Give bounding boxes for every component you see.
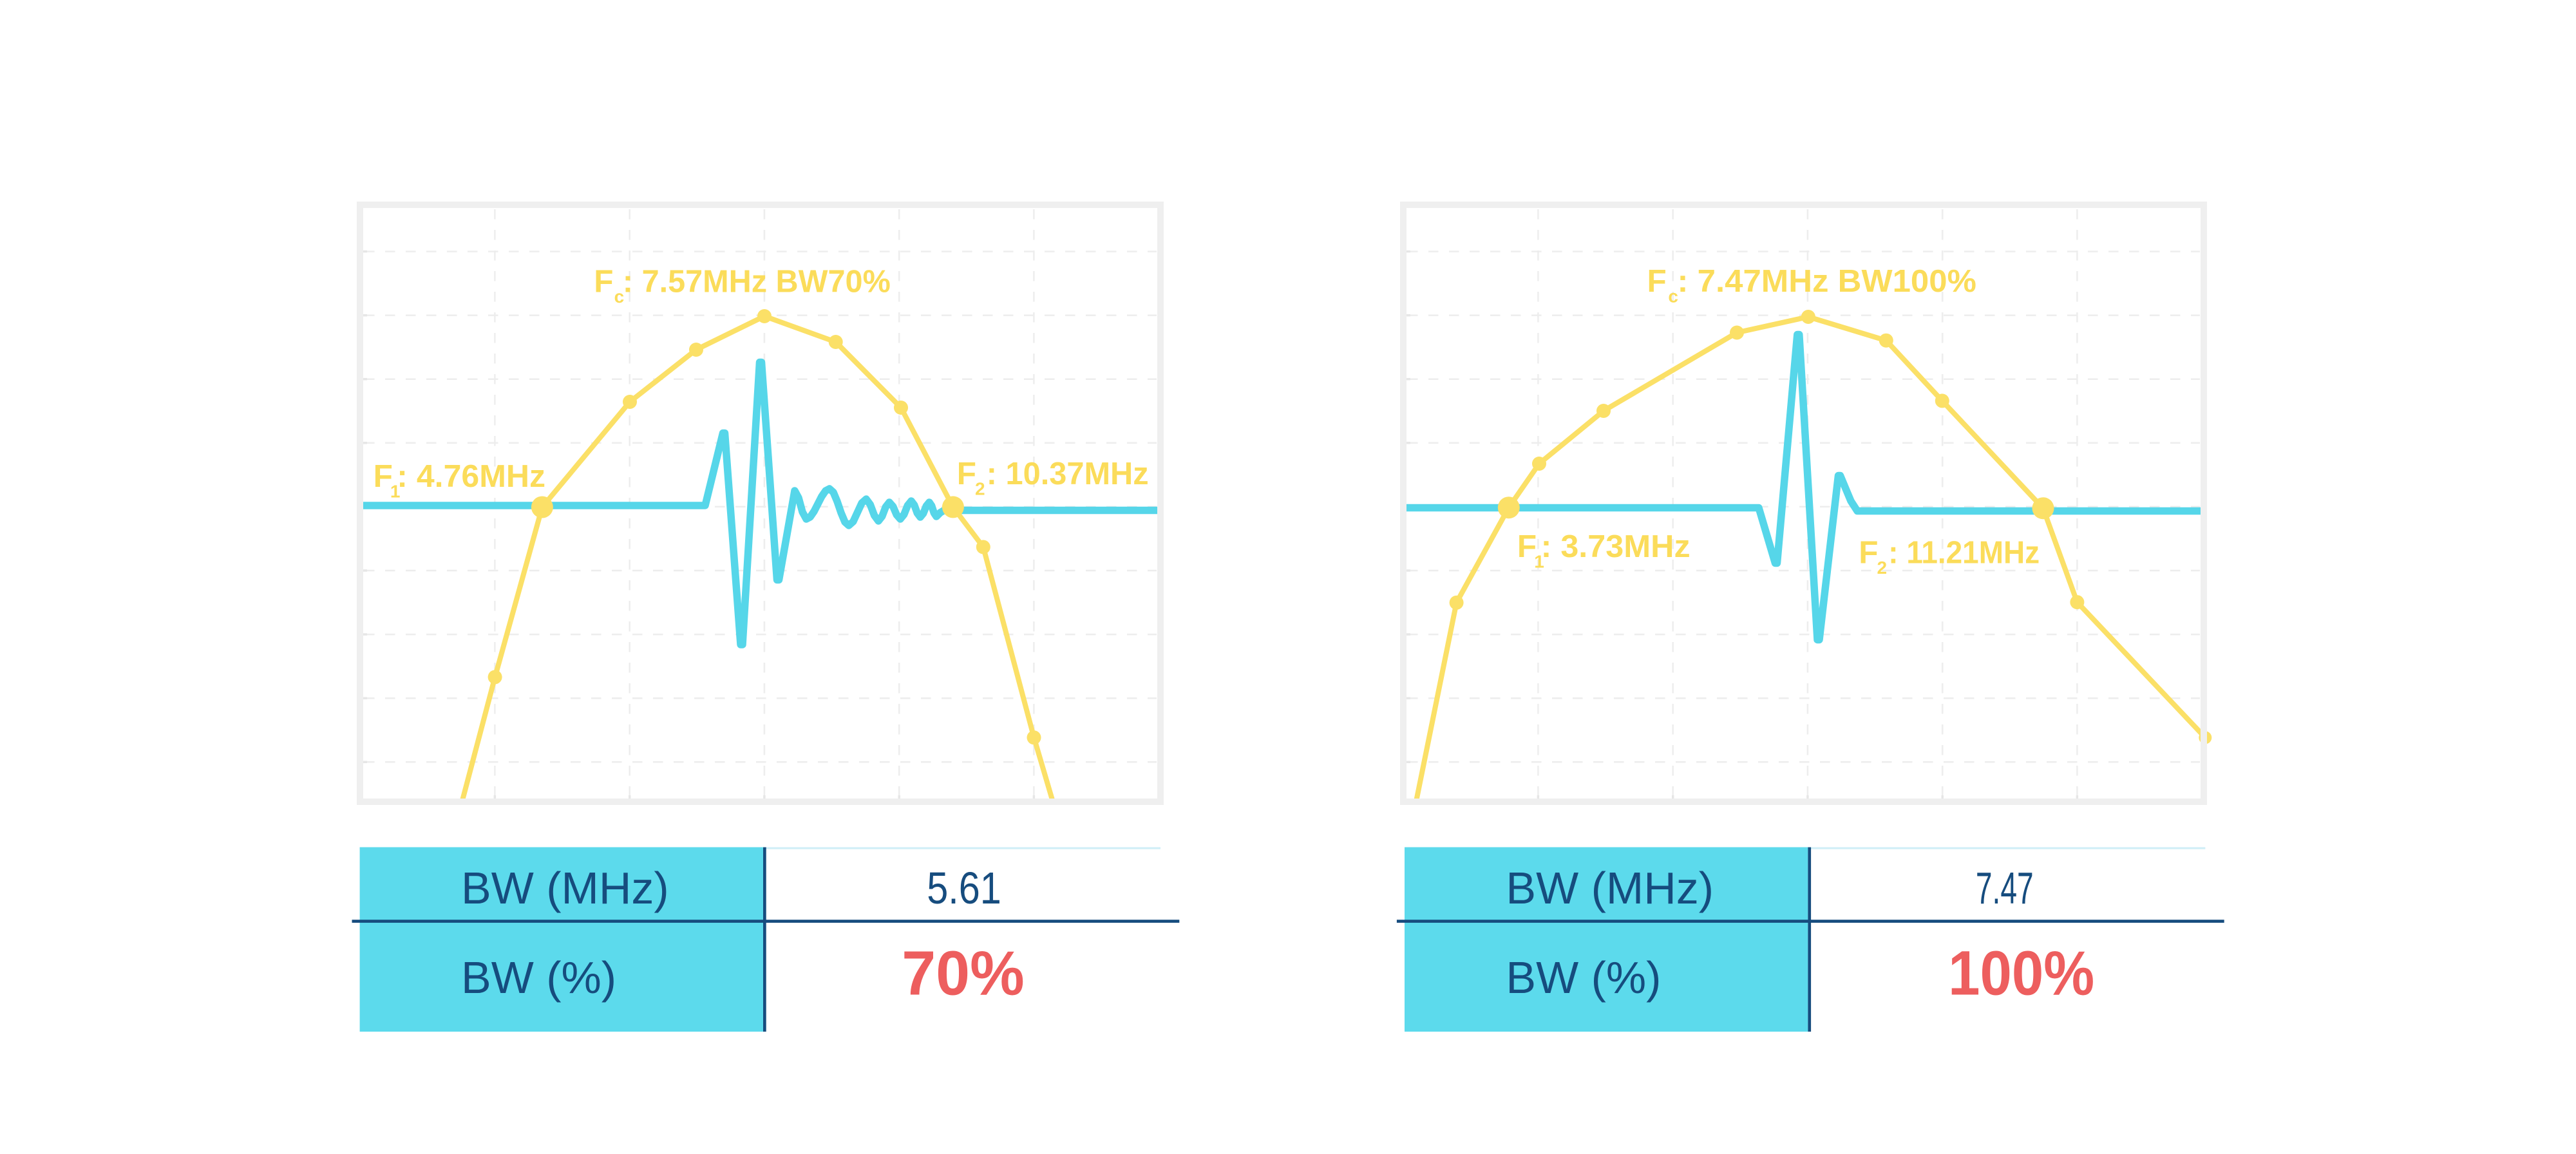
svg-text:F: F <box>1647 263 1667 299</box>
svg-text:: 11.21MHz: : 11.21MHz <box>1888 535 2040 571</box>
svg-text:F: F <box>1859 535 1878 571</box>
svg-text:70%: 70% <box>902 938 1025 1008</box>
svg-text:: 3.73MHz: : 3.73MHz <box>1541 529 1690 564</box>
svg-text:1: 1 <box>390 481 401 501</box>
svg-text:7.47: 7.47 <box>1976 863 2034 913</box>
svg-text:: 7.47MHz BW100%: : 7.47MHz BW100% <box>1678 263 1976 299</box>
svg-text:: 4.76MHz: : 4.76MHz <box>397 459 545 494</box>
svg-text:: 10.37MHz: : 10.37MHz <box>987 456 1149 491</box>
svg-text:BW (%): BW (%) <box>1506 952 1661 1003</box>
svg-text:1: 1 <box>1534 552 1544 572</box>
svg-text:F: F <box>374 459 393 494</box>
svg-text:F: F <box>594 264 613 299</box>
svg-text:c: c <box>614 287 625 307</box>
svg-text:5.61: 5.61 <box>927 863 1001 913</box>
svg-text:c: c <box>1668 287 1678 307</box>
svg-text:: 7.57MHz BW70%: : 7.57MHz BW70% <box>623 264 891 299</box>
svg-text:F: F <box>1517 529 1537 564</box>
svg-text:100%: 100% <box>1948 938 2094 1008</box>
svg-text:2: 2 <box>1877 558 1888 578</box>
svg-text:BW (MHz): BW (MHz) <box>1506 863 1714 913</box>
svg-text:2: 2 <box>975 479 985 499</box>
svg-text:BW (%): BW (%) <box>461 952 616 1003</box>
svg-text:F: F <box>957 456 976 491</box>
svg-text:BW (MHz): BW (MHz) <box>461 863 669 913</box>
